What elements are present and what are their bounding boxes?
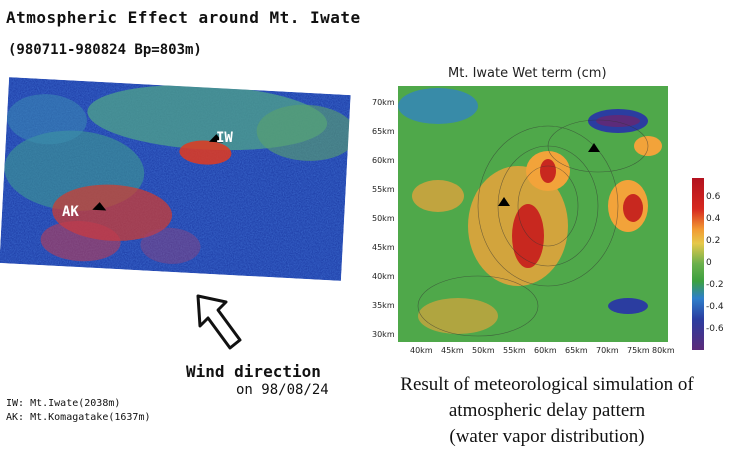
iwate-label: IW <box>216 130 233 146</box>
y-tick-8: 30km <box>372 330 395 339</box>
x-tick-4: 60km <box>534 346 557 355</box>
colorbar-tick-6: -0.6 <box>706 324 724 334</box>
colorbar-tick-2: 0.2 <box>706 236 721 246</box>
wind-date-label: on 98/08/24 <box>236 382 329 398</box>
legend-komagatake: AK: Mt.Komagatake(1637m) <box>6 412 151 423</box>
iwate-marker-icon <box>208 134 223 143</box>
y-tick-6: 40km <box>372 272 395 281</box>
colorbar <box>692 178 704 350</box>
sim-komagatake-marker-icon <box>498 197 510 206</box>
y-tick-4: 50km <box>372 214 395 223</box>
komagatake-label: AK <box>62 204 79 220</box>
y-tick-5: 45km <box>372 243 395 252</box>
colorbar-tick-4: -0.2 <box>706 280 724 290</box>
x-tick-1: 45km <box>441 346 464 355</box>
caption-line-1: Result of meteorological simulation of <box>400 374 694 395</box>
colorbar-tick-3: 0 <box>706 258 712 268</box>
colorbar-tick-1: 0.4 <box>706 214 721 224</box>
simulation-map <box>398 86 668 342</box>
komagatake-marker-icon <box>92 202 107 211</box>
legend-iwate: IW: Mt.Iwate(2038m) <box>6 398 121 409</box>
x-tick-6: 70km <box>596 346 619 355</box>
caption-line-2: atmospheric delay pattern <box>448 400 646 421</box>
x-tick-5: 65km <box>565 346 588 355</box>
y-tick-2: 60km <box>372 156 395 165</box>
wind-arrow-icon <box>190 292 250 367</box>
x-tick-0: 40km <box>410 346 433 355</box>
figure-title: Atmospheric Effect around Mt. Iwate <box>6 8 361 27</box>
y-tick-3: 55km <box>372 185 395 194</box>
colorbar-tick-5: -0.4 <box>706 302 724 312</box>
x-tick-8: 80km <box>652 346 675 355</box>
y-tick-7: 35km <box>372 301 395 310</box>
figure-subtitle: (980711-980824 Bp=803m) <box>8 42 202 58</box>
x-tick-2: 50km <box>472 346 495 355</box>
interferogram-image <box>0 77 351 281</box>
caption-line-3: (water vapor distribution) <box>449 426 645 447</box>
wind-direction-label: Wind direction <box>186 362 321 381</box>
simulation-title: Mt. Iwate Wet term (cm) <box>448 66 607 81</box>
colorbar-tick-0: 0.6 <box>706 192 721 202</box>
sim-iwate-marker-icon <box>588 143 600 152</box>
x-tick-3: 55km <box>503 346 526 355</box>
y-tick-0: 70km <box>372 98 395 107</box>
y-tick-1: 65km <box>372 127 395 136</box>
x-tick-7: 75km <box>627 346 650 355</box>
